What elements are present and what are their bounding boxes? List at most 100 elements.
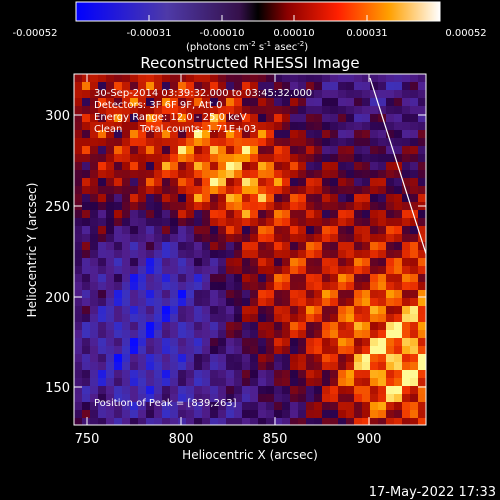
image-pixel	[74, 226, 83, 235]
image-pixel	[170, 346, 179, 355]
image-pixel	[226, 194, 235, 203]
image-pixel	[130, 186, 139, 195]
image-pixel	[402, 202, 411, 211]
image-pixel	[354, 226, 363, 235]
image-pixel	[290, 290, 299, 299]
image-pixel	[354, 234, 363, 243]
image-pixel	[402, 306, 411, 315]
image-pixel	[186, 98, 195, 107]
image-pixel	[170, 290, 179, 299]
image-pixel	[178, 402, 187, 411]
image-pixel	[266, 370, 275, 379]
image-pixel	[186, 410, 195, 419]
image-pixel	[298, 186, 307, 195]
image-pixel	[322, 330, 331, 339]
image-pixel	[354, 122, 363, 131]
image-pixel	[218, 346, 227, 355]
image-pixel	[354, 322, 363, 331]
image-pixel	[162, 194, 171, 203]
image-pixel	[346, 106, 355, 115]
image-pixel	[170, 234, 179, 243]
image-pixel	[130, 266, 139, 275]
image-pixel	[418, 186, 426, 195]
image-pixel	[290, 258, 299, 267]
image-pixel	[146, 330, 155, 339]
image-pixel	[410, 74, 419, 83]
image-pixel	[170, 210, 179, 219]
image-pixel	[410, 146, 419, 155]
image-pixel	[162, 410, 171, 419]
image-pixel	[154, 258, 163, 267]
image-pixel	[338, 170, 347, 179]
image-pixel	[162, 282, 171, 291]
image-pixel	[378, 322, 387, 331]
image-pixel	[330, 170, 339, 179]
image-pixel	[290, 394, 299, 403]
image-pixel	[354, 378, 363, 387]
image-pixel	[418, 154, 426, 163]
image-pixel	[362, 170, 371, 179]
image-pixel	[354, 114, 363, 123]
image-pixel	[138, 154, 147, 163]
image-pixel	[402, 194, 411, 203]
image-pixel	[210, 250, 219, 259]
image-pixel	[322, 218, 331, 227]
image-pixel	[154, 370, 163, 379]
image-pixel	[338, 154, 347, 163]
image-pixel	[258, 82, 267, 91]
image-pixel	[90, 234, 99, 243]
image-pixel	[306, 210, 315, 219]
image-pixel	[410, 194, 419, 203]
image-pixel	[74, 314, 83, 323]
image-pixel	[146, 170, 155, 179]
image-pixel	[202, 98, 211, 107]
image-pixel	[418, 402, 426, 411]
image-pixel	[170, 82, 179, 91]
image-pixel	[82, 290, 91, 299]
image-pixel	[338, 122, 347, 131]
image-pixel	[306, 418, 315, 425]
image-pixel	[234, 410, 243, 419]
image-pixel	[210, 154, 219, 163]
image-pixel	[186, 346, 195, 355]
image-pixel	[154, 322, 163, 331]
image-pixel	[314, 226, 323, 235]
image-pixel	[274, 298, 283, 307]
image-pixel	[386, 266, 395, 275]
image-pixel	[210, 362, 219, 371]
image-pixel	[314, 402, 323, 411]
image-pixel	[226, 242, 235, 251]
image-pixel	[314, 178, 323, 187]
image-pixel	[114, 322, 123, 331]
image-pixel	[226, 314, 235, 323]
image-pixel	[122, 170, 131, 179]
image-pixel	[314, 122, 323, 131]
image-pixel	[362, 378, 371, 387]
image-pixel	[82, 210, 91, 219]
image-pixel	[378, 362, 387, 371]
image-pixel	[274, 170, 283, 179]
image-pixel	[202, 154, 211, 163]
image-pixel	[218, 410, 227, 419]
image-pixel	[218, 250, 227, 259]
image-pixel	[82, 378, 91, 387]
image-pixel	[258, 322, 267, 331]
image-pixel	[330, 210, 339, 219]
image-pixel	[266, 282, 275, 291]
image-pixel	[298, 282, 307, 291]
image-pixel	[290, 186, 299, 195]
image-pixel	[218, 290, 227, 299]
image-pixel	[146, 98, 155, 107]
image-pixel	[282, 170, 291, 179]
image-pixel	[338, 250, 347, 259]
image-pixel	[354, 194, 363, 203]
image-pixel	[402, 386, 411, 395]
image-pixel	[314, 98, 323, 107]
image-pixel	[130, 162, 139, 171]
image-pixel	[410, 98, 419, 107]
image-pixel	[314, 330, 323, 339]
image-pixel	[234, 370, 243, 379]
image-pixel	[154, 314, 163, 323]
image-pixel	[162, 178, 171, 187]
image-pixel	[218, 306, 227, 315]
